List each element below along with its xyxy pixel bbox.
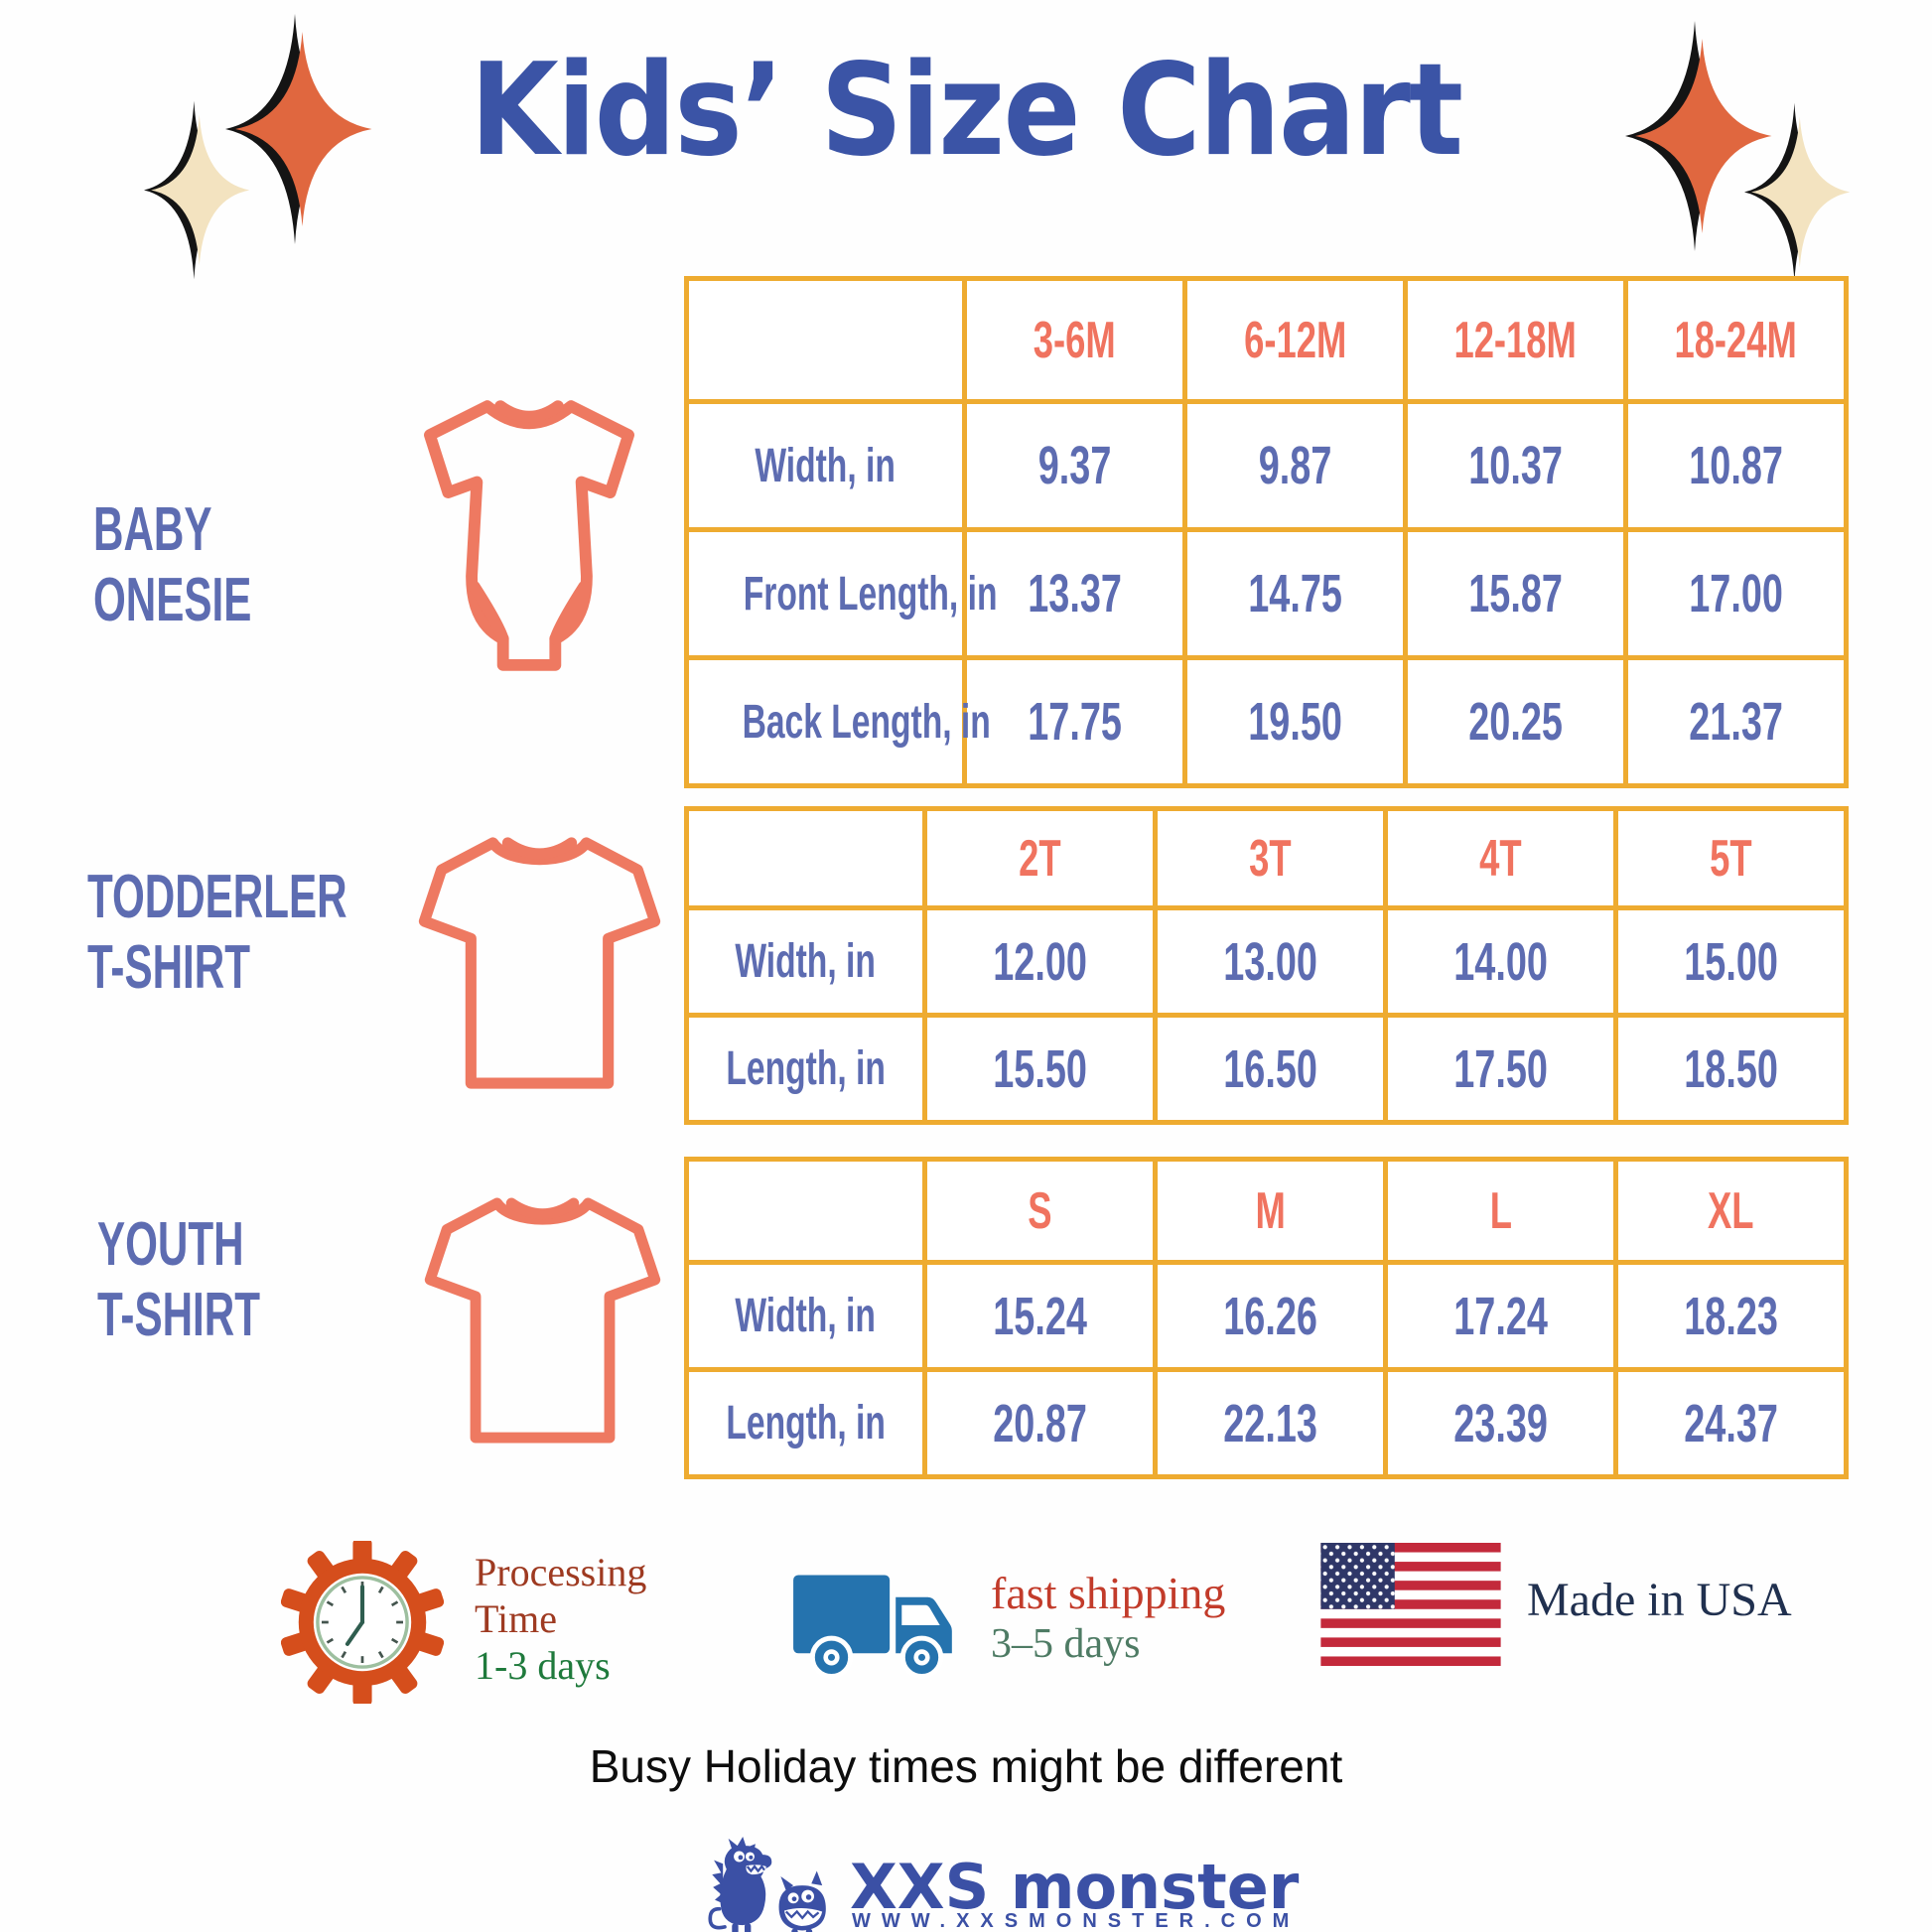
- size-value: 9.37: [962, 399, 1187, 532]
- table-row: Width, in 15.24 16.26 17.24 18.23: [684, 1260, 1849, 1372]
- size-header: 5T: [1613, 806, 1849, 910]
- sparkle-icon: [1744, 102, 1851, 282]
- tshirt-icon: [424, 1197, 661, 1444]
- page-title-text: Kids’ Size Chart: [470, 37, 1464, 185]
- size-value: 14.00: [1383, 905, 1618, 1018]
- processing-time-text: Processing Time 1-3 days: [475, 1550, 647, 1689]
- size-value: 17.00: [1623, 527, 1849, 660]
- size-header: L: [1383, 1157, 1618, 1265]
- corner-cell: [684, 276, 967, 404]
- size-value: 21.37: [1623, 655, 1849, 788]
- size-value: 15.50: [922, 1013, 1158, 1125]
- label-toddler-tshirt: TODDERLER T-SHIRT: [87, 863, 347, 1003]
- size-header: 2T: [922, 806, 1158, 910]
- size-value: 15.24: [922, 1260, 1158, 1372]
- size-header: 4T: [1383, 806, 1618, 910]
- size-value: 17.24: [1383, 1260, 1618, 1372]
- usa-flag-icon: [1320, 1543, 1501, 1666]
- sparkle-icon: [225, 14, 372, 244]
- size-value: 24.37: [1613, 1367, 1849, 1479]
- size-value: 12.00: [922, 905, 1158, 1018]
- size-header: XL: [1613, 1157, 1849, 1265]
- table-row: Width, in 9.37 9.87 10.37 10.87: [684, 399, 1849, 532]
- youth-tshirt-size-table: S M L XL Width, in 15.24 16.26 17.24 18.…: [684, 1157, 1849, 1479]
- size-value: 19.50: [1182, 655, 1408, 788]
- brand-name: XXS monster: [850, 1851, 1300, 1923]
- size-value: 15.00: [1613, 905, 1849, 1018]
- size-header: 6-12M: [1182, 276, 1408, 404]
- size-value: 9.87: [1182, 399, 1408, 532]
- row-label: Length, in: [684, 1367, 927, 1479]
- sparkle-icon: [1625, 21, 1772, 251]
- holiday-note: Busy Holiday times might be different: [589, 1740, 1343, 1792]
- size-header: 12-18M: [1403, 276, 1628, 404]
- label-youth-tshirt: YOUTH T-SHIRT: [97, 1210, 260, 1350]
- size-value: 23.39: [1383, 1367, 1618, 1479]
- row-label: Width, in: [684, 399, 967, 532]
- page-title: Kids’ Size Chart: [0, 48, 1932, 175]
- size-header: M: [1153, 1157, 1388, 1265]
- size-value: 16.26: [1153, 1260, 1388, 1372]
- row-label: Width, in: [684, 905, 927, 1018]
- baby-onesie-size-table: 3-6M 6-12M 12-18M 18-24M Width, in 9.37 …: [684, 276, 1849, 788]
- size-value: 20.87: [922, 1367, 1158, 1479]
- size-value: 13.00: [1153, 905, 1388, 1018]
- truck-icon: [793, 1575, 952, 1680]
- corner-cell: [684, 1157, 927, 1265]
- made-in-usa-text: Made in USA: [1527, 1574, 1792, 1626]
- table-header-row: 3-6M 6-12M 12-18M 18-24M: [684, 276, 1849, 404]
- size-value: 16.50: [1153, 1013, 1388, 1125]
- toddler-tshirt-size-table: 2T 3T 4T 5T Width, in 12.00 13.00 14.00 …: [684, 806, 1849, 1125]
- size-value: 18.23: [1613, 1260, 1849, 1372]
- size-value: 22.13: [1153, 1367, 1388, 1479]
- size-header: S: [922, 1157, 1158, 1265]
- size-value: 13.37: [962, 527, 1187, 660]
- onesie-icon: [424, 400, 634, 671]
- row-label: Length, in: [684, 1013, 927, 1125]
- fast-shipping-text: fast shipping 3–5 days: [991, 1568, 1226, 1668]
- label-baby-onesie: BABY ONESIE: [93, 495, 252, 635]
- table-row: Length, in 20.87 22.13 23.39 24.37: [684, 1367, 1849, 1479]
- row-label: Front Length, in: [684, 527, 997, 660]
- size-header: 3-6M: [962, 276, 1187, 404]
- row-label: Back Length, in: [684, 655, 991, 788]
- monster-logo-icon: [708, 1837, 826, 1932]
- table-row: Back Length, in 17.75 19.50 20.25 21.37: [684, 655, 1849, 788]
- brand-website: WWW.XXSMONSTER.COM: [852, 1910, 1301, 1932]
- size-header: 18-24M: [1623, 276, 1849, 404]
- table-header-row: S M L XL: [684, 1157, 1849, 1265]
- size-value: 20.25: [1403, 655, 1628, 788]
- tshirt-icon: [418, 837, 661, 1089]
- size-value: 17.75: [962, 655, 1187, 788]
- table-row: Length, in 15.50 16.50 17.50 18.50: [684, 1013, 1849, 1125]
- gear-clock-icon: [281, 1541, 444, 1704]
- size-value: 14.75: [1182, 527, 1408, 660]
- size-value: 10.87: [1623, 399, 1849, 532]
- corner-cell: [684, 806, 927, 910]
- size-header: 3T: [1153, 806, 1388, 910]
- size-value: 10.37: [1403, 399, 1628, 532]
- sparkle-icon: [144, 100, 250, 280]
- size-value: 17.50: [1383, 1013, 1618, 1125]
- table-header-row: 2T 3T 4T 5T: [684, 806, 1849, 910]
- size-value: 15.87: [1403, 527, 1628, 660]
- row-label: Width, in: [684, 1260, 927, 1372]
- size-value: 18.50: [1613, 1013, 1849, 1125]
- table-row: Front Length, in 13.37 14.75 15.87 17.00: [684, 527, 1849, 660]
- table-row: Width, in 12.00 13.00 14.00 15.00: [684, 905, 1849, 1018]
